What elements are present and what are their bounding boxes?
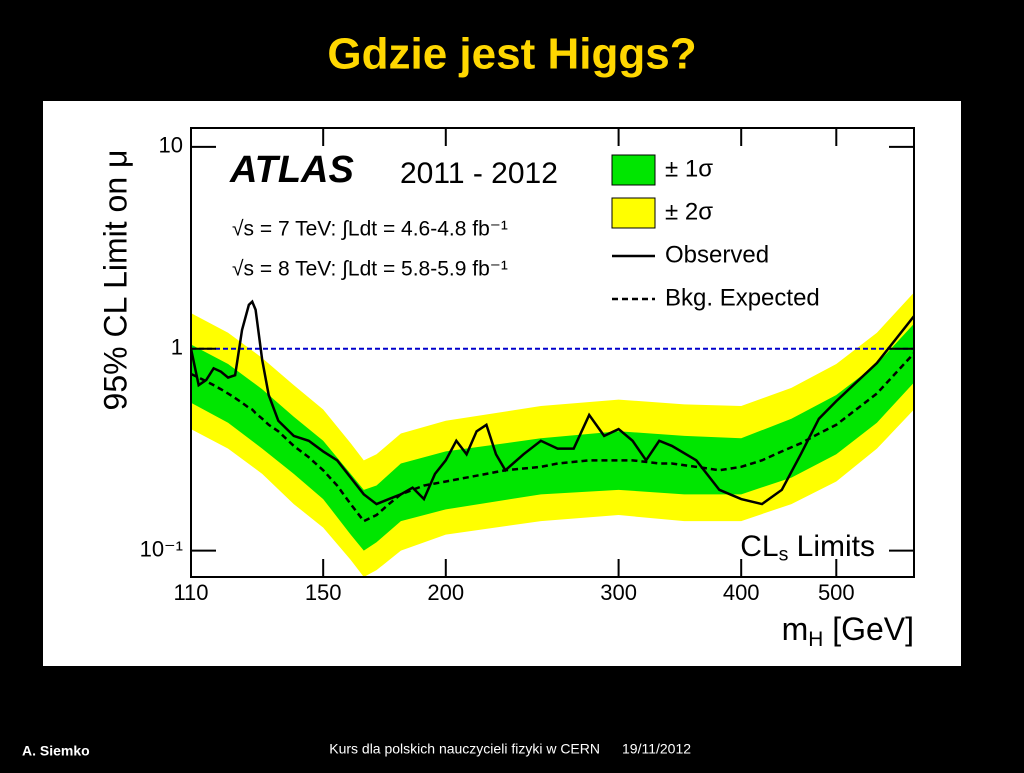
x-axis-label-part: m <box>782 611 809 647</box>
slide-title: Gdzie jest Higgs? <box>327 30 696 79</box>
x-axis-label: mH [GeV] <box>782 611 914 650</box>
legend-label: ± 1σ <box>665 155 713 182</box>
y-axis-label: 95% CL Limit on μ <box>97 150 133 411</box>
y-tick-label: 1 <box>171 335 183 360</box>
plot-area <box>191 292 914 577</box>
x-tick-label: 150 <box>305 580 342 605</box>
experiment-label: ATLAS <box>229 149 354 191</box>
method-label-part: CL <box>740 530 778 563</box>
legend-label: Bkg. Expected <box>665 284 820 311</box>
x-axis-label-part: [GeV] <box>823 611 914 647</box>
x-tick-label: 110 <box>173 580 208 605</box>
date: 19/11/2012 <box>622 741 691 757</box>
x-tick-label: 400 <box>723 580 760 605</box>
method-label: CLs Limits <box>740 530 875 566</box>
band <box>191 323 914 551</box>
series-line <box>191 299 914 506</box>
legend-swatch <box>611 154 656 186</box>
x-tick-label: 300 <box>600 580 637 605</box>
x-tick-label: 200 <box>427 580 464 605</box>
footer: Kurs dla polskich nauczycieli fizyki w C… <box>329 741 600 757</box>
method-label-part: Limits <box>788 530 875 563</box>
energy-line: √s = 8 TeV: ∫Ldt = 5.8-5.9 fb⁻¹ <box>232 258 508 281</box>
series-line <box>191 352 914 523</box>
period-label: 2011 - 2012 <box>400 157 558 190</box>
x-axis-label-part: H <box>808 628 823 651</box>
legend-label: Observed <box>665 241 769 268</box>
energy-line: √s = 7 TeV: ∫Ldt = 4.6-4.8 fb⁻¹ <box>232 218 508 241</box>
legend-label: ± 2σ <box>665 198 713 225</box>
author: A. Siemko <box>22 743 90 759</box>
legend-swatch <box>611 197 656 229</box>
method-label-part: s <box>779 544 789 566</box>
y-tick-label: 10⁻¹ <box>140 536 183 561</box>
plot-frame <box>190 127 915 578</box>
y-tick-label: 10 <box>159 133 183 158</box>
x-tick-label: 500 <box>818 580 855 605</box>
